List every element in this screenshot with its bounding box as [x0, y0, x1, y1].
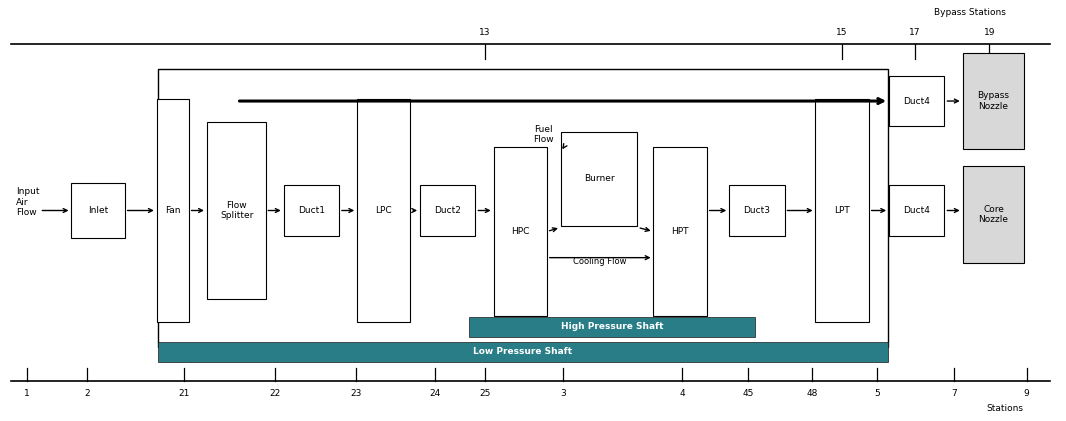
Text: 13: 13: [480, 28, 490, 37]
Text: Bypass Stations: Bypass Stations: [934, 8, 1006, 17]
Text: Duct4: Duct4: [903, 206, 931, 215]
Text: Low Pressure Shaft: Low Pressure Shaft: [473, 347, 572, 357]
Text: 21: 21: [179, 389, 190, 397]
Text: 23: 23: [351, 389, 361, 397]
Bar: [420, 185, 475, 236]
Text: 15: 15: [837, 28, 847, 37]
Bar: [469, 317, 755, 337]
Text: Burner: Burner: [584, 174, 614, 184]
Text: 1: 1: [23, 389, 30, 397]
Text: Duct3: Duct3: [743, 206, 771, 215]
Text: Duct1: Duct1: [297, 206, 325, 215]
Text: Duct2: Duct2: [434, 206, 462, 215]
Text: Stations: Stations: [986, 404, 1023, 413]
Bar: [889, 76, 944, 126]
Bar: [494, 147, 547, 316]
Text: 48: 48: [807, 389, 818, 397]
Text: LPC: LPC: [375, 206, 392, 215]
Text: 24: 24: [430, 389, 440, 397]
Text: HPC: HPC: [511, 227, 530, 236]
Text: 25: 25: [480, 389, 490, 397]
Text: 7: 7: [951, 389, 957, 397]
Text: 45: 45: [743, 389, 754, 397]
Bar: [157, 99, 189, 322]
Text: Flow
Splitter: Flow Splitter: [220, 201, 254, 220]
Bar: [963, 166, 1024, 263]
Text: Core
Nozzle: Core Nozzle: [979, 205, 1008, 224]
Bar: [284, 185, 339, 236]
Text: Input
Air
Flow: Input Air Flow: [16, 187, 39, 217]
Text: Inlet: Inlet: [88, 206, 108, 215]
Text: HPT: HPT: [672, 227, 689, 236]
Text: 2: 2: [84, 389, 91, 397]
Bar: [357, 99, 410, 322]
Bar: [815, 99, 869, 322]
Text: Fan: Fan: [165, 206, 180, 215]
Text: Cooling Flow: Cooling Flow: [574, 257, 627, 266]
Bar: [889, 185, 944, 236]
Text: 5: 5: [874, 389, 881, 397]
Bar: [207, 122, 265, 299]
Text: 22: 22: [270, 389, 280, 397]
Text: Fuel
Flow: Fuel Flow: [533, 125, 554, 144]
Bar: [561, 131, 637, 226]
Bar: [158, 342, 888, 362]
Text: 19: 19: [984, 28, 995, 37]
Bar: [653, 147, 707, 316]
Text: 3: 3: [560, 389, 566, 397]
Text: Duct4: Duct4: [903, 96, 931, 106]
Bar: [729, 185, 785, 236]
Bar: [963, 53, 1024, 149]
Text: High Pressure Shaft: High Pressure Shaft: [561, 322, 663, 331]
Text: 4: 4: [679, 389, 685, 397]
Text: Bypass
Nozzle: Bypass Nozzle: [978, 91, 1010, 111]
Bar: [71, 183, 125, 238]
Text: LPT: LPT: [835, 206, 850, 215]
Text: 9: 9: [1023, 389, 1030, 397]
Bar: [158, 69, 888, 347]
Text: 17: 17: [909, 28, 920, 37]
